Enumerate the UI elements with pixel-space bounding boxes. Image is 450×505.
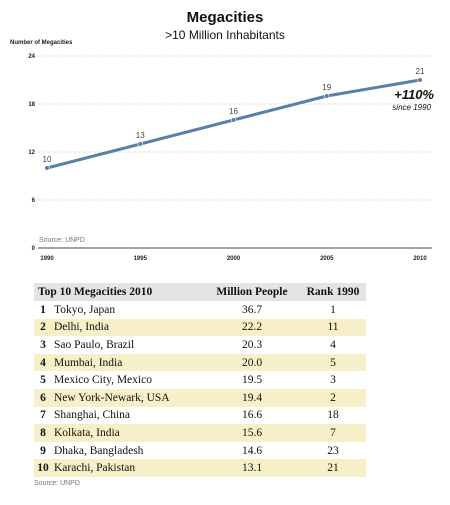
table-row: 10 Karachi, Pakistan 13.1 21 [34, 459, 366, 477]
row-million-people: 22.2 [204, 318, 300, 337]
row-rank: 3 [40, 338, 46, 351]
grid-lines [38, 55, 432, 249]
y-tick-label: 18 [28, 102, 35, 108]
chart-subtitle: >10 Million Inhabitants [165, 28, 285, 42]
data-labels: 10 13 16 19 21 [43, 67, 425, 164]
line-chart: Number of Megacities 0 6 12 18 24 1990 1995 20… [10, 40, 434, 262]
data-point [137, 141, 143, 147]
header-million-people: Million People [204, 283, 300, 301]
data-label: 21 [416, 67, 425, 76]
x-tick-label: 2000 [227, 256, 241, 262]
y-tick-labels: 0 6 12 18 24 [28, 54, 35, 252]
row-rank-1990: 3 [330, 374, 336, 387]
data-label: 19 [322, 83, 331, 92]
data-label: 13 [136, 131, 145, 140]
row-rank-1990: 18 [327, 409, 339, 422]
row-rank: 7 [40, 409, 46, 422]
table-row: 8 Kolkata, India 15.6 7 [34, 424, 366, 442]
row-city: Delhi, India [50, 318, 204, 337]
row-rank: 1 [40, 303, 46, 316]
growth-annotation: +110% [394, 87, 434, 102]
row-rank-1990: 11 [300, 318, 366, 337]
x-tick-labels: 1990 1995 2000 2005 2010 [40, 256, 427, 262]
header-city: Top 10 Megacities 2010 [34, 283, 204, 301]
row-rank: 2 [34, 318, 50, 337]
row-million-people: 20.0 [204, 353, 300, 372]
row-city: Shanghai, China [54, 409, 131, 422]
row-rank-1990: 4 [330, 338, 336, 351]
x-tick-label: 2005 [320, 256, 334, 262]
megacities-table-container: Top 10 Megacities 2010 Million People Ra… [34, 283, 366, 487]
row-rank-1990: 2 [300, 388, 366, 407]
data-label: 16 [229, 107, 238, 116]
row-rank-1990: 7 [300, 424, 366, 442]
row-city: Karachi, Pakistan [50, 459, 204, 477]
table-row: 3 Sao Paulo, Brazil 20.3 4 [34, 336, 366, 354]
table-source: Source: UNPD [34, 479, 80, 487]
row-million-people: 14.6 [241, 444, 263, 457]
data-point [230, 117, 237, 123]
chart-source: Source: UNPD [39, 237, 85, 244]
data-point [324, 93, 330, 99]
row-rank: 6 [34, 388, 50, 407]
table-row: 5 Mexico City, Mexico 19.5 3 [34, 371, 366, 389]
row-million-people: 19.5 [241, 374, 263, 387]
row-city: Mumbai, India [50, 353, 204, 372]
table-row: 4 Mumbai, India 20.0 5 [34, 353, 366, 372]
series-line-group [44, 77, 423, 171]
table-row: 2 Delhi, India 22.2 11 [34, 318, 366, 337]
table-row: 6 New York-Newark, USA 19.4 2 [34, 388, 366, 407]
row-city: Dhaka, Bangladesh [54, 444, 144, 457]
row-million-people: 20.3 [241, 338, 263, 351]
x-tick-label: 2010 [413, 256, 427, 262]
megacities-table: Top 10 Megacities 2010 Million People Ra… [34, 283, 366, 477]
chart-title: Megacities [186, 9, 264, 26]
row-city: Mexico City, Mexico [54, 374, 152, 387]
table-row: 7 Shanghai, China 16.6 18 [34, 407, 366, 425]
row-rank: 4 [34, 353, 50, 372]
row-million-people: 13.1 [204, 459, 300, 477]
row-city: Tokyo, Japan [54, 303, 116, 316]
row-rank: 8 [34, 424, 50, 442]
table-row: 1 Tokyo, Japan 36.7 1 [34, 301, 366, 319]
row-rank-1990: 23 [327, 444, 339, 457]
header-rank-1990: Rank 1990 [300, 283, 366, 301]
data-point [417, 77, 423, 83]
row-city: Kolkata, India [50, 424, 204, 442]
table-row: 9 Dhaka, Bangladesh 14.6 23 [34, 442, 366, 460]
y-tick-label: 12 [28, 150, 35, 156]
row-rank-1990: 5 [300, 353, 366, 372]
row-rank-1990: 1 [330, 303, 336, 316]
row-million-people: 36.7 [241, 303, 263, 316]
row-rank: 10 [34, 459, 50, 477]
row-million-people: 16.6 [241, 409, 263, 422]
x-tick-label: 1995 [134, 256, 148, 262]
data-point [44, 165, 50, 171]
y-axis-label: Number of Megacities [10, 40, 73, 46]
x-tick-label: 1990 [40, 256, 54, 262]
row-rank: 9 [40, 444, 46, 457]
table-body: 1 Tokyo, Japan 36.7 1 2 Delhi, India 22.2 11 3 Sa… [34, 301, 366, 477]
row-city: New York-Newark, USA [50, 388, 204, 407]
data-label: 10 [43, 155, 52, 164]
series-line [46, 78, 421, 170]
y-tick-label: 6 [32, 198, 36, 204]
growth-annotation-note: since 1990 [392, 103, 431, 112]
row-million-people: 19.4 [204, 388, 300, 407]
y-tick-label: 24 [28, 54, 35, 60]
row-rank: 5 [40, 374, 46, 387]
table-header-row: Top 10 Megacities 2010 Million People Ra… [34, 283, 366, 301]
row-city: Sao Paulo, Brazil [54, 338, 135, 351]
y-tick-label: 0 [32, 246, 36, 252]
row-rank-1990: 21 [300, 459, 366, 477]
row-million-people: 15.6 [204, 424, 300, 442]
